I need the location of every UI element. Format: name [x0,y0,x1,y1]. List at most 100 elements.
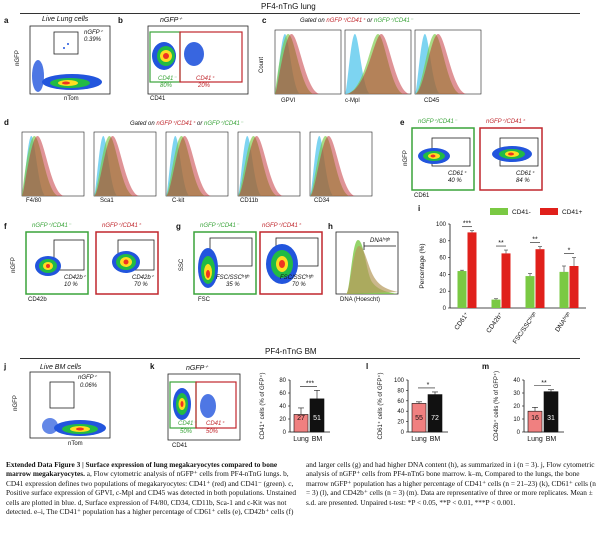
panel-c-histograms [274,29,482,95]
panel-m-bars-ytick-label-40: 40 [513,378,520,384]
panel-e-red-pct: 84 % [516,178,530,184]
panel-f-gate-label-red: CD42b⁺ [132,275,154,281]
panel-g-green-pct: 35 % [226,282,240,288]
panel-j-title: Live BM cells [40,364,82,371]
panel-b-neg-pct: 80% [160,83,173,89]
panel-k-bars-value-label-1: 27 [297,415,305,422]
panel-e-letter: e [400,118,405,127]
panel-m-bar-chart: 0 10 20 30 40 CD42b⁺ cells (% of GFP⁺) 16 Lung 3… [493,371,564,443]
panel-i-legend-swatch-1 [490,208,508,215]
panel-b-letter: b [118,16,123,25]
panel-k-xlabel: CD41 [172,443,188,449]
panel-c-hist-2-unstained [345,34,371,94]
panel-l-bars-sig: * [427,382,430,389]
panel-c-ylabel: Count [259,56,266,74]
panel-l-bars-ytick-label-0: 0 [401,430,405,436]
panel-m-bars-ytick-label-30: 30 [513,391,520,397]
panel-g-red-pct: 70 % [292,282,306,288]
panel-g-ylabel: SSC [179,258,186,272]
panel-e-gate-label-red: CD61⁺ [516,171,535,177]
caption-left-text: a, Flow cytometric analysis of nGFP⁺ cel… [6,469,296,517]
panel-k-bars-ytick-label-40: 40 [279,404,286,410]
panel-a-xlabel: nTom [64,96,79,102]
panel-f-green-pct: 10 % [64,282,78,288]
panel-l-bars-ytick-label-80: 80 [397,388,404,394]
panel-f-plot-green [25,231,89,295]
panel-i-bar-4-2 [569,266,579,308]
caption-title: Extended Data Figure 3 | Surface express… [6,460,278,479]
panel-l-bars-ytick-label-40: 40 [397,409,404,415]
panel-i-letter: i [418,204,421,213]
panel-k-bars-ytick-label-20: 20 [279,417,286,423]
panel-i-bar-3-1 [525,276,535,308]
panel-i-xtick-4: DNAʰⁱᵍʰ [553,310,573,333]
header-lung: PF4-nTnG lung [258,2,319,11]
panel-f-red-title: nGFP⁺/CD41⁺ [102,223,142,229]
panel-b-title: nGFP⁺ [160,17,182,24]
panel-k-neg-pct: 50% [180,429,193,435]
panel-b-pos-pct: 20% [198,83,211,89]
panel-i-bar-3-2 [535,249,545,308]
panel-k-letter: k [150,362,155,371]
panel-g-xlabel: FSC [198,297,210,303]
panel-k-bars-sig: *** [306,380,314,387]
panel-j-xlabel: nTom [68,441,83,447]
panel-h-xlabel: DNA (Hoescht) [340,297,381,303]
panel-j-letter: j [4,362,7,371]
panel-i-legend-label-2: CD41+ [562,209,583,216]
panel-l-bars-ylabel: CD61⁺ cells (% of GFP⁺) [377,372,384,439]
panel-m-letter: m [482,362,490,371]
panel-a-letter: a [4,16,9,25]
header-bm: PF4-nTnG BM [262,347,320,356]
panel-c-marker-1: GPVI [281,98,296,104]
panel-d-marker-3: C-kit [172,198,185,204]
panel-l-bar-chart: 0 20 40 60 80 100 CD61⁺ cells (% of GFP⁺) 55 Lun… [377,372,448,443]
panel-f-xlabel: CD42b [28,297,47,303]
panel-b-neg-label: CD41⁻ [158,76,177,82]
panel-k-pos-label: CD41⁺ [206,421,225,427]
panel-d-hist-5-cd41-pos [310,136,356,196]
panel-c-marker-3: CD45 [424,98,440,104]
panel-k-bars-ytick-label-60: 60 [279,391,286,397]
panel-h-letter: h [328,222,333,231]
panel-i-bar-2-2 [501,253,511,308]
panel-l-letter: l [366,362,369,371]
panel-i-bar-1-2 [467,232,477,308]
panel-f-plot-red [95,231,159,295]
panel-c-hist-2-cd41-pos [345,34,411,94]
panel-e-red-title: nGFP⁺/CD41⁺ [486,119,526,125]
panel-e-xlabel: CD61 [414,193,430,199]
panel-i-xtick-1: CD61⁺ [453,311,471,332]
panel-j-plot [29,371,111,439]
panel-m-bars-xtick-1: Lung [527,436,543,443]
panel-e-ylabel: nGFP [402,150,409,166]
panel-c-hist-3-cd41-pos [415,34,468,94]
panel-c-marker-2: c-Mpl [345,98,360,104]
panel-k-bars-bar-1 [293,414,309,433]
panel-f-red-pct: 70 % [134,282,148,288]
panel-f-letter: f [4,222,7,231]
panel-d-hist-1-cd41-pos [22,136,65,196]
panel-l-bars-xtick-2: BM [430,436,441,443]
panel-e-gate-label-green: CD61⁺ [448,171,467,177]
panel-k-bars-xtick-1: Lung [293,436,309,443]
panel-b-plot [147,25,249,95]
panel-m-bars-value-label-2: 31 [547,415,555,422]
panel-i-sig-3: ** [532,237,538,244]
panel-d-marker-2: Sca1 [100,198,114,204]
panel-i-xtick-2: CD42b⁺ [485,311,505,335]
panel-g-plot-green [193,231,257,295]
panel-i-sig-2: ** [498,240,504,247]
panel-m-bars-ytick-label-10: 10 [513,417,520,423]
panel-f-gate-label-green: CD42b⁺ [64,275,86,281]
panel-i-ytick-label-0: 0 [443,306,447,312]
panel-m-bars-value-label-1: 16 [531,415,539,422]
panel-d-marker-4: CD11b [240,198,259,204]
panel-d-title: Gated on nGFP⁺/CD41⁺ or nGFP⁺/CD41⁻ [130,121,244,127]
panel-m-bars-ytick-label-0: 0 [517,430,521,436]
panel-m-bars-bar-2 [543,391,559,433]
panel-j-gate-label: nGFP⁺ [78,375,97,381]
panel-g-gate-label-green: FSC/SSCʰⁱᵍʰ [216,275,250,281]
panel-i-bar-4-1 [559,271,569,308]
panel-k-neg-label: CD41⁻ [178,421,197,427]
